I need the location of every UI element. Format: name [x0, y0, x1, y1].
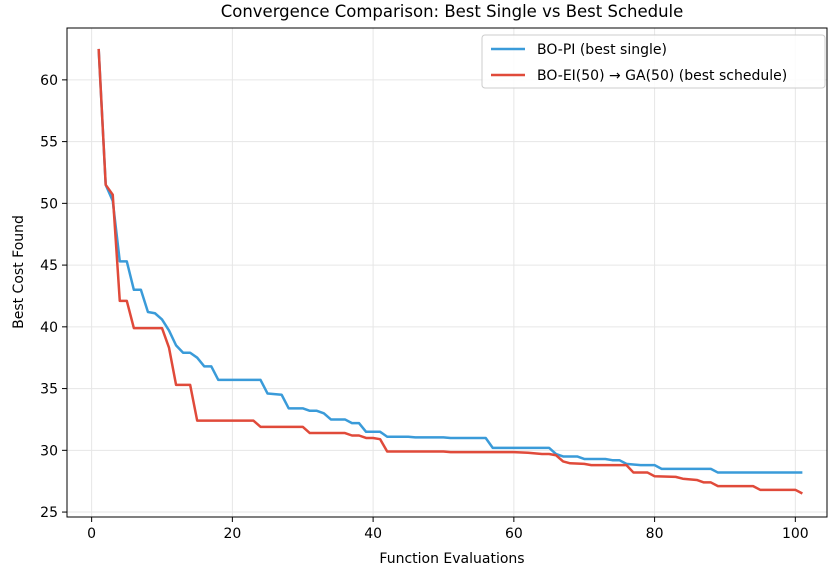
axes: 0 20 40 60 80 100 25 30 35 40 45 50 55 60: [40, 27, 828, 542]
x-tick-label: 100: [782, 526, 809, 542]
y-tick-label: 60: [40, 73, 58, 89]
x-tick-label: 20: [223, 526, 241, 542]
plot-frame: [66, 27, 828, 518]
legend-box: [481, 34, 826, 89]
y-tick-label: 30: [40, 443, 58, 459]
x-tick-label: 0: [87, 526, 96, 542]
y-tick-label: 45: [40, 258, 58, 274]
series-line-1: [97, 48, 803, 495]
legend: BO-PI (best single) BO-EI(50) → GA(50) (…: [481, 34, 826, 89]
series-line-0: [97, 48, 803, 474]
x-tick-label: 80: [646, 526, 664, 542]
y-tick-label: 50: [40, 196, 58, 212]
legend-label-schedule: BO-EI(50) → GA(50) (best schedule): [537, 68, 787, 84]
series-lines: [97, 48, 803, 495]
plot-area: [67, 28, 827, 517]
legend-label-bo-pi: BO-PI (best single): [537, 42, 667, 58]
y-tick-label: 35: [40, 382, 58, 398]
y-tick-label: 25: [40, 505, 58, 521]
chart-title: Convergence Comparison: Best Single vs B…: [221, 2, 684, 21]
y-tick-label: 40: [40, 320, 58, 336]
x-tick-label: 40: [364, 526, 382, 542]
y-tick-label: 55: [40, 135, 58, 151]
y-axis-label: Best Cost Found: [11, 215, 27, 329]
x-axis-label: Function Evaluations: [379, 551, 524, 567]
x-tick-label: 60: [505, 526, 523, 542]
